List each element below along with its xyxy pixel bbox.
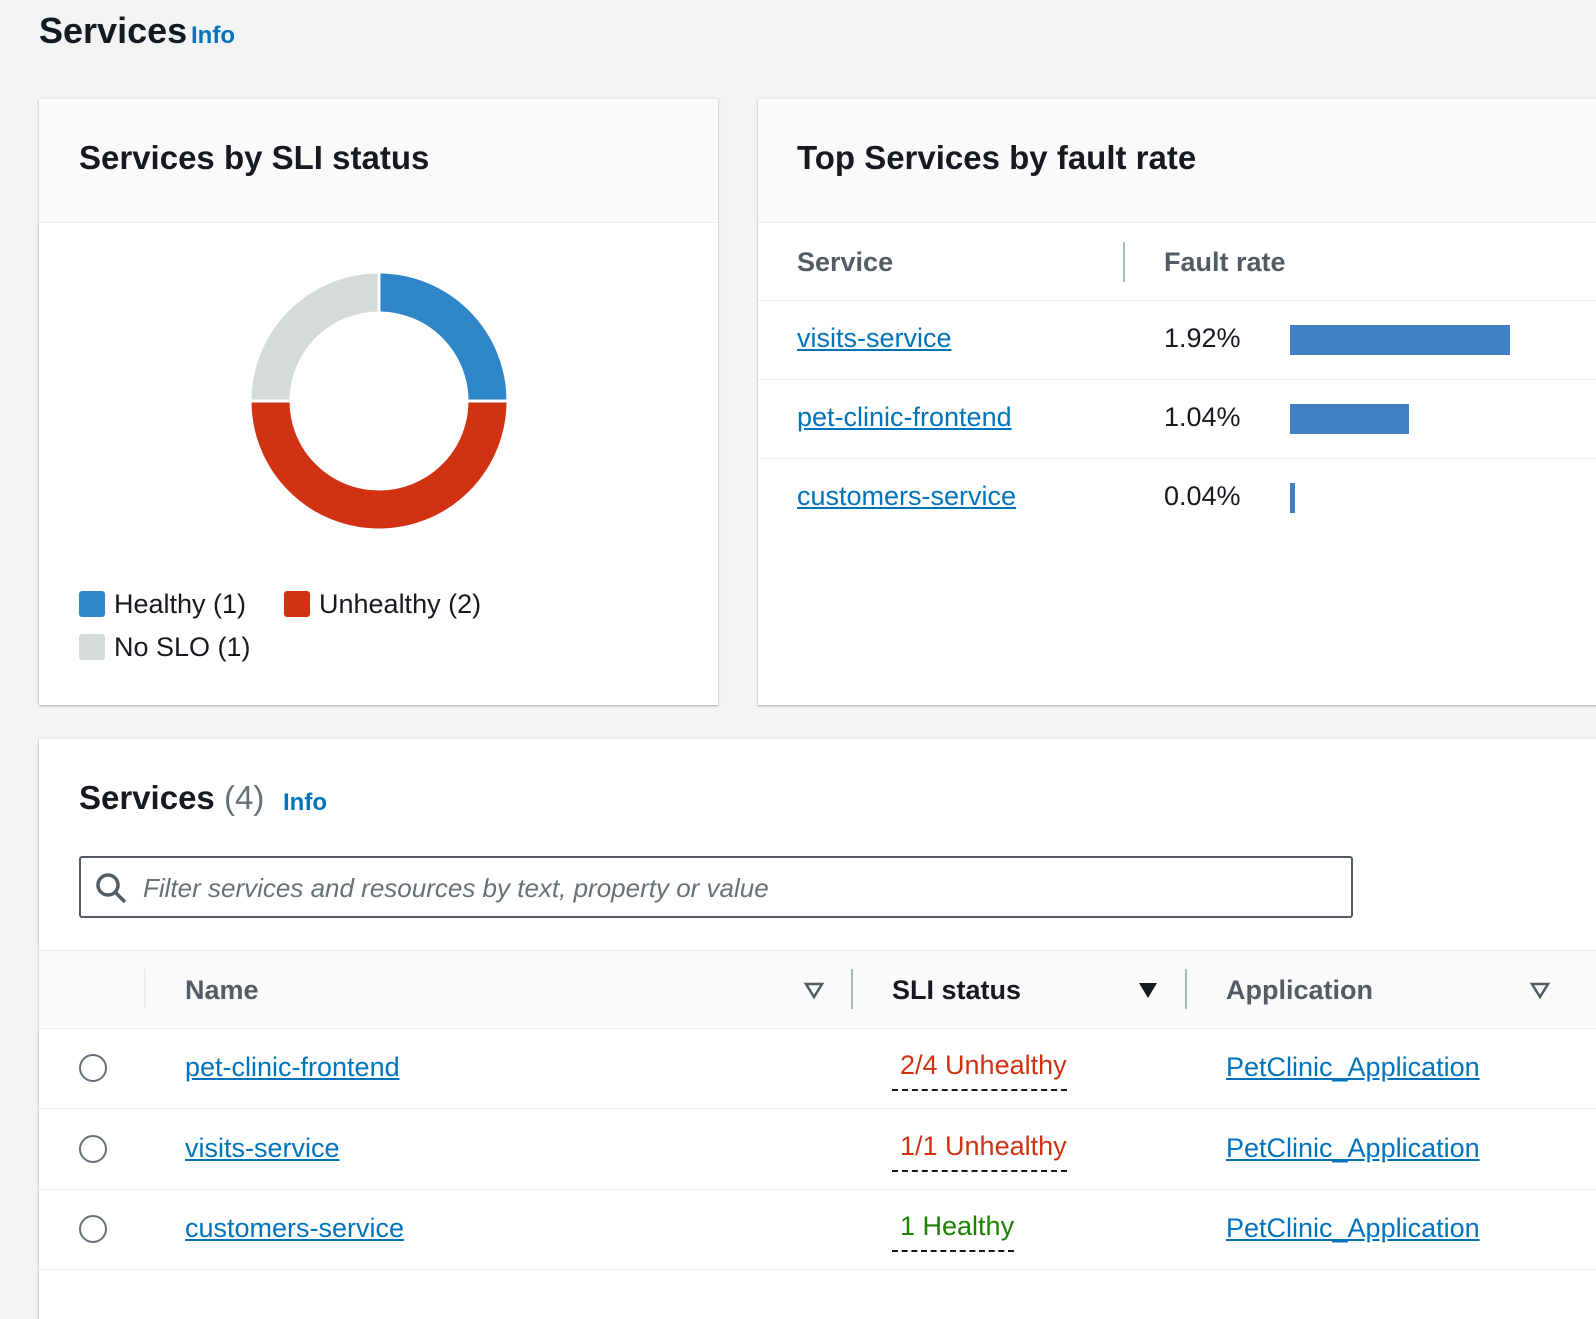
- legend-item: Unhealthy (2): [284, 589, 481, 620]
- column-header: Fault rate: [1164, 247, 1286, 277]
- count: (4): [224, 779, 265, 816]
- legend-label: Healthy (1): [114, 589, 247, 619]
- info-link[interactable]: Info: [283, 789, 327, 816]
- service-link[interactable]: pet-clinic-frontend: [797, 402, 1012, 432]
- info-link[interactable]: Info: [191, 22, 235, 49]
- panel-title: Top Services by fault rate: [797, 139, 1197, 176]
- filter-input[interactable]: Filter services and resources by text, p…: [79, 856, 1353, 918]
- sort-icon[interactable]: [803, 981, 825, 1001]
- service-link[interactable]: customers-service: [185, 1213, 405, 1243]
- fault-rate-bar: [1290, 483, 1295, 513]
- column-separator: [144, 969, 146, 1009]
- sli-status[interactable]: 1/1 Unhealthy: [892, 1131, 1067, 1172]
- panel-title: Services: [79, 779, 215, 816]
- row-radio[interactable]: [79, 1054, 107, 1082]
- legend-label: No SLO (1): [114, 632, 251, 662]
- fault-rate-label: 1.92%: [1164, 323, 1241, 353]
- panel-header: [39, 99, 718, 223]
- legend-swatch: [79, 591, 105, 617]
- row-divider: [39, 1108, 1596, 1109]
- fault-rate-bar: [1290, 325, 1510, 355]
- status-text: 2/4 Unhealthy: [900, 1050, 1067, 1080]
- application-link[interactable]: PetClinic_Application: [1226, 1132, 1480, 1163]
- legend-label: Unhealthy (2): [319, 589, 482, 619]
- row-divider: [758, 379, 1596, 380]
- sort-icon[interactable]: [1137, 981, 1159, 1001]
- column-header[interactable]: SLI status: [892, 975, 1022, 1005]
- sort-icon[interactable]: [1529, 981, 1551, 1001]
- status-text: 1/1 Unhealthy: [900, 1130, 1067, 1161]
- legend-item: No SLO (1): [79, 632, 251, 663]
- column-separator: [1185, 969, 1187, 1009]
- service-link[interactable]: pet-clinic-frontend: [185, 1052, 400, 1082]
- sli-status[interactable]: 2/4 Unhealthy: [892, 1050, 1067, 1091]
- sli-panel: Services by SLI status Healthy (1) Unheal…: [39, 98, 718, 705]
- column-separator: [851, 969, 853, 1009]
- search-icon: [96, 873, 127, 904]
- row-divider: [39, 1188, 1596, 1190]
- donut-segment: [248, 270, 381, 403]
- row-radio[interactable]: [79, 1134, 107, 1163]
- donut-segment: [248, 399, 510, 532]
- column-header: Service: [797, 247, 894, 277]
- sli-status[interactable]: 1 Healthy: [892, 1211, 1015, 1252]
- donut-chart: [248, 270, 510, 532]
- application-link[interactable]: PetClinic_Application: [1226, 1052, 1480, 1082]
- fault-rate-bar: [1290, 404, 1410, 434]
- column-separator: [1123, 242, 1125, 282]
- row-radio[interactable]: [79, 1215, 107, 1243]
- filter-placeholder: Filter services and resources by text, p…: [143, 873, 769, 903]
- table-header: Name SLI status Application: [39, 950, 1596, 1029]
- page-title: Services: [39, 10, 188, 51]
- service-link[interactable]: customers-service: [797, 481, 1017, 511]
- fault-rate-label: 0.04%: [1164, 481, 1241, 511]
- panel-header: [758, 99, 1596, 223]
- legend-swatch: [79, 634, 105, 660]
- service-link[interactable]: visits-service: [185, 1132, 340, 1163]
- column-header[interactable]: Name: [185, 975, 259, 1005]
- services-panel: Services (4) Info Filter services and re…: [39, 738, 1596, 1319]
- service-link[interactable]: visits-service: [797, 323, 952, 353]
- legend-item: Healthy (1): [79, 589, 246, 620]
- application-link[interactable]: PetClinic_Application: [1226, 1213, 1480, 1243]
- column-header[interactable]: Application: [1226, 975, 1373, 1005]
- panel-title: Services by SLI status: [79, 139, 430, 176]
- row-divider: [758, 458, 1596, 459]
- fault-rate-label: 1.04%: [1164, 402, 1241, 432]
- row-divider: [758, 300, 1596, 301]
- donut-segment: [377, 270, 510, 403]
- fault-panel: Top Services by fault rate Service Fault…: [758, 98, 1596, 705]
- row-divider: [39, 1269, 1596, 1270]
- legend-swatch: [284, 591, 310, 617]
- status-text: 1 Healthy: [900, 1211, 1015, 1241]
